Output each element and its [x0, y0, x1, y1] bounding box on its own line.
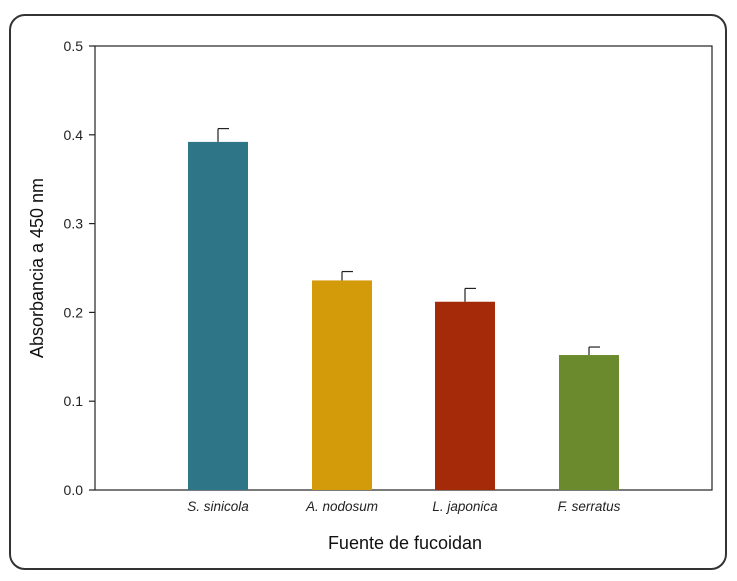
x-axis-title: Fuente de fucoidan — [328, 533, 482, 553]
y-tick-label: 0.5 — [64, 38, 84, 54]
y-tick-label: 0.4 — [64, 127, 84, 143]
x-tick-label: L. japonica — [432, 499, 498, 514]
plot-area: 0.0 0.1 0.2 0.3 0.4 0.5 S. sinicola A. nodosum L… — [64, 38, 713, 514]
x-tick-label: A. nodosum — [305, 499, 378, 514]
plot-border — [94, 45, 713, 491]
bar — [435, 301, 495, 490]
bar — [188, 141, 248, 491]
x-tick-label: S. sinicola — [187, 499, 249, 514]
y-tick-label: 0.2 — [64, 304, 84, 320]
x-tick-label: F. serratus — [558, 499, 621, 514]
bar — [559, 355, 619, 490]
y-tick-label: 0.1 — [64, 393, 84, 409]
y-tick-label: 0.3 — [64, 216, 84, 232]
y-axis-title: Absorbancia a 450 nm — [27, 178, 47, 358]
y-tick-label: 0.0 — [64, 482, 84, 498]
bar — [312, 280, 372, 490]
